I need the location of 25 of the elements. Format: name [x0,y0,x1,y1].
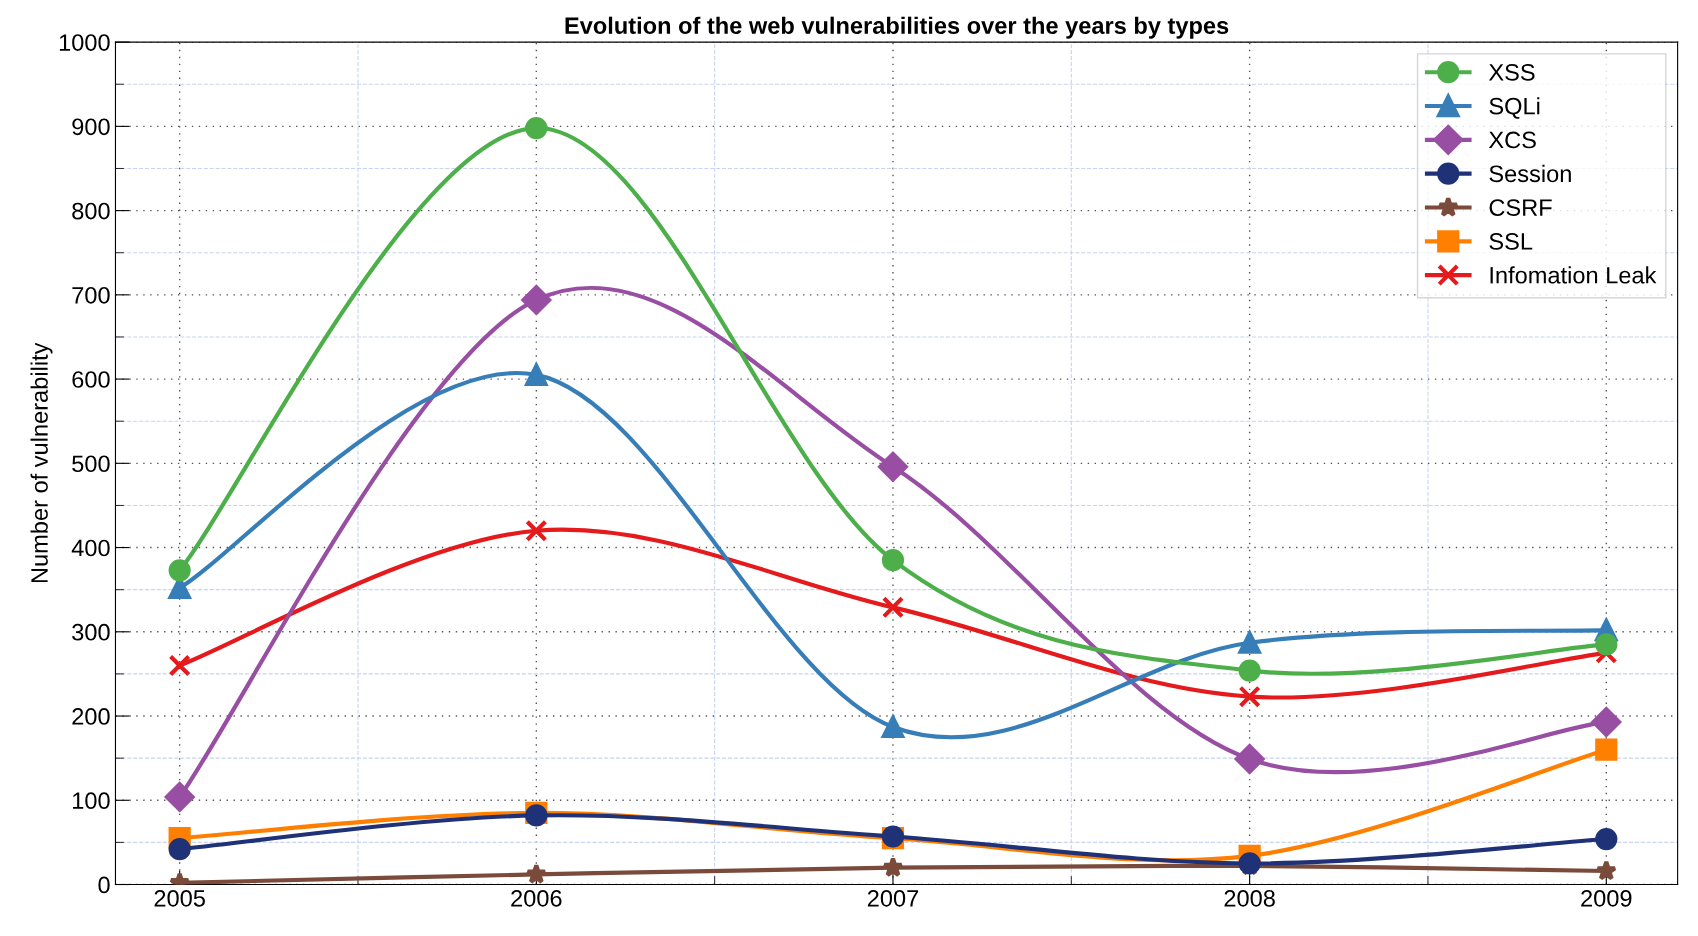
y-tick-label: 0 [98,876,110,894]
x-tick-label: 2007 [867,890,919,907]
x-tick-label: 2006 [511,890,562,907]
y-tick-label: 700 [72,286,110,304]
y-tick-label: 600 [72,371,110,388]
y-tick-label: 1000 [59,34,110,51]
x-tick-label: 2008 [1224,890,1275,907]
legend-label: SSL [1489,233,1533,250]
y-tick-label: 400 [71,539,110,557]
chart-title: Evolution of the web vulnerabilities over the years by types [565,16,1229,39]
legend-label: Session [1489,164,1571,183]
x-tick-label: 2009 [1581,890,1632,907]
legend-label: XSS [1488,63,1535,81]
y-axis-title: Number of vulnerability [30,342,53,583]
legend-label: Infomation Leak [1490,266,1657,284]
legend-label: SQLi [1489,97,1540,119]
y-tick-label: 300 [72,623,110,641]
legend-label: XCS [1488,131,1536,149]
x-tick-label: 2005 [154,890,205,907]
y-tick-label: 500 [72,455,110,473]
y-tick-label: 200 [72,708,110,725]
y-tick-label: 100 [73,792,110,810]
legend-label: CSRF [1489,199,1552,216]
y-tick-label: 900 [72,118,110,136]
y-tick-label: 800 [72,202,110,220]
